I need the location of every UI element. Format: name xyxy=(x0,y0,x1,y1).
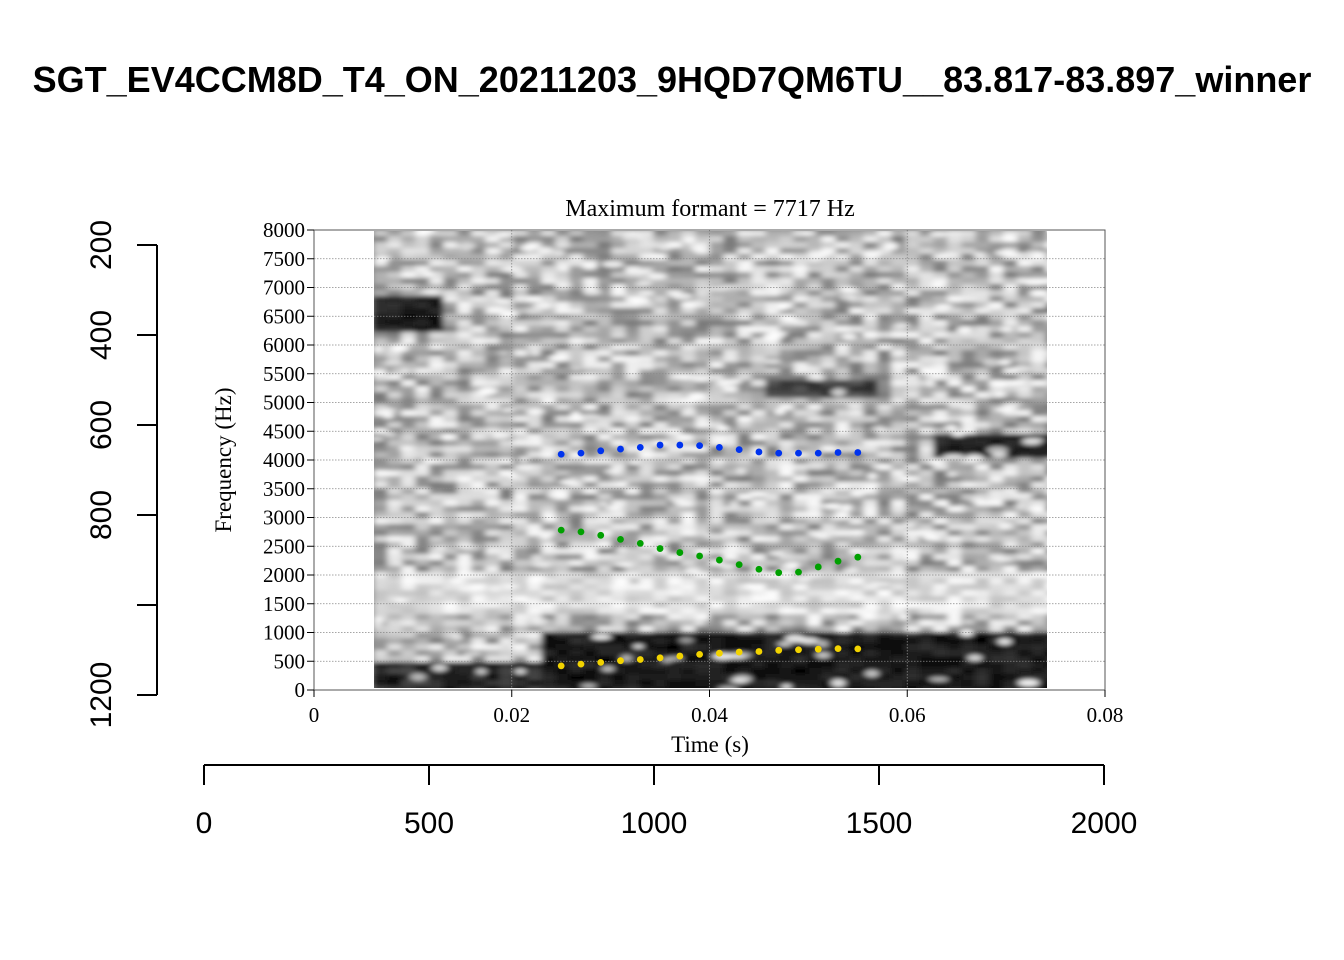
y-tick-label: 1000 xyxy=(263,621,305,645)
data-point xyxy=(636,539,644,547)
data-point xyxy=(617,657,624,665)
data-point xyxy=(597,531,605,539)
data-point xyxy=(617,445,624,453)
data-point xyxy=(636,656,644,663)
data-point xyxy=(597,659,605,666)
data-point xyxy=(557,526,565,534)
left-axis-tick-label: 200 xyxy=(85,220,118,270)
data-point xyxy=(755,565,763,573)
data-point xyxy=(775,449,783,457)
figure-title: SGT_EV4CCM8D_T4_ON_20211203_9HQD7QM6TU__… xyxy=(33,59,1312,100)
data-point xyxy=(656,654,664,662)
x-tick-label: 0.06 xyxy=(889,703,926,727)
data-point xyxy=(834,557,842,565)
data-point xyxy=(577,528,585,536)
bottom-axis-tick-label: 500 xyxy=(404,807,454,840)
plot-title: Maximum formant = 7717 Hz xyxy=(565,196,855,222)
x-tick-label: 0.02 xyxy=(493,703,530,727)
outer-bottom-axis: 0 500 1000 1500 2000 xyxy=(196,764,1138,840)
y-tick-label: 3000 xyxy=(263,506,305,530)
left-axis-tick-label: 400 xyxy=(85,310,118,360)
y-tick-label: 500 xyxy=(274,649,306,673)
outer-left-axis: 200 400 600 800 1200 xyxy=(85,220,158,729)
y-tick-label: 3500 xyxy=(263,477,305,501)
data-point xyxy=(854,553,862,561)
y-tick-label: 5000 xyxy=(263,391,305,415)
data-point xyxy=(795,568,802,576)
inner-x-axis: 0 0.02 0.04 0.06 0.08 xyxy=(309,690,1124,727)
data-point xyxy=(755,448,763,456)
y-tick-label: 4500 xyxy=(263,419,305,443)
data-point xyxy=(557,450,565,458)
y-tick-label: 7500 xyxy=(263,247,305,271)
y-tick-label: 7000 xyxy=(263,276,305,300)
data-point xyxy=(775,646,783,654)
data-point xyxy=(854,645,862,653)
data-point xyxy=(696,552,704,560)
data-point xyxy=(814,645,822,653)
y-tick-label: 4000 xyxy=(263,448,305,472)
x-tick-label: 0.08 xyxy=(1087,703,1124,727)
data-point xyxy=(715,556,723,564)
data-point xyxy=(834,645,842,652)
bottom-axis-tick-label: 1500 xyxy=(846,807,913,840)
data-point xyxy=(696,442,704,450)
bottom-axis-tick-label: 2000 xyxy=(1071,807,1138,840)
data-point xyxy=(814,563,822,571)
formant-series-3 xyxy=(557,441,862,458)
data-point xyxy=(854,449,862,456)
data-point xyxy=(795,646,802,654)
data-point xyxy=(735,561,743,569)
bottom-axis-tick-label: 0 xyxy=(196,807,213,840)
data-point xyxy=(834,449,842,456)
spectrogram-background xyxy=(374,231,1047,688)
left-axis-tick-label: 1200 xyxy=(85,662,118,729)
x-tick-label: 0.04 xyxy=(691,703,728,727)
data-point xyxy=(735,648,743,656)
data-point xyxy=(557,662,565,670)
left-axis-tick-label: 600 xyxy=(85,400,118,450)
data-point xyxy=(735,446,743,454)
data-point xyxy=(597,447,605,455)
x-axis-label: Time (s) xyxy=(671,732,749,757)
inner-y-axis: 0 500 1000 1500 2000 2500 3000 3500 4000 4500 5000… xyxy=(263,218,314,702)
data-point xyxy=(676,549,684,556)
y-tick-label: 2000 xyxy=(263,563,305,587)
data-point xyxy=(617,535,624,543)
data-point xyxy=(577,660,585,668)
x-tick-label: 0 xyxy=(309,703,320,727)
data-point xyxy=(696,650,704,658)
y-tick-label: 6000 xyxy=(263,333,305,357)
y-tick-label: 5500 xyxy=(263,362,305,386)
data-point xyxy=(656,441,664,449)
formant-series-1 xyxy=(557,645,862,670)
y-tick-label: 2500 xyxy=(263,534,305,558)
data-point xyxy=(795,449,802,457)
formant-series-2 xyxy=(557,526,862,577)
formant-series xyxy=(557,441,862,670)
y-tick-label: 1500 xyxy=(263,592,305,616)
data-point xyxy=(814,449,822,457)
data-point xyxy=(755,648,763,655)
data-point xyxy=(775,569,783,577)
y-tick-label: 6500 xyxy=(263,304,305,328)
data-point xyxy=(715,443,723,451)
data-point xyxy=(656,545,664,552)
y-tick-label: 0 xyxy=(295,678,306,702)
data-point xyxy=(636,443,644,451)
data-point xyxy=(715,649,723,657)
data-point xyxy=(676,441,684,449)
data-point xyxy=(676,652,684,660)
bottom-axis-tick-label: 1000 xyxy=(621,807,688,840)
y-axis-label: Frequency (Hz) xyxy=(211,388,236,533)
y-tick-label: 8000 xyxy=(263,218,305,242)
left-axis-tick-label: 800 xyxy=(85,490,118,540)
data-point xyxy=(577,449,585,457)
